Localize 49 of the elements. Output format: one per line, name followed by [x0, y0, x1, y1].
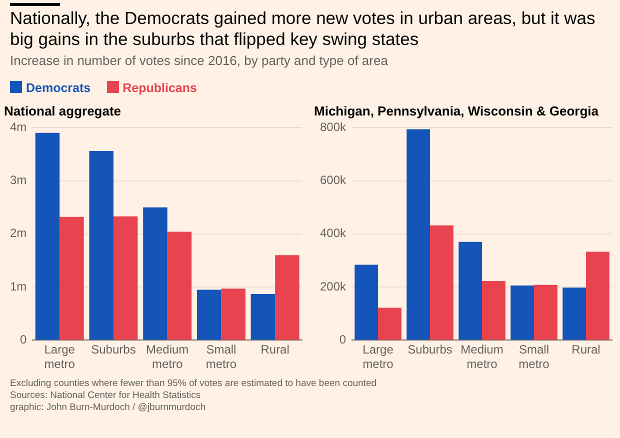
- bar: [534, 284, 558, 340]
- y-tick-label: 0: [20, 332, 27, 347]
- bar: [143, 207, 168, 340]
- y-tick-label: 1m: [10, 279, 27, 294]
- text: Increase in number of votes since 2016, by party and type of area: [10, 53, 389, 68]
- chart-title: Michigan, Pennsylvania, Wisconsin & Georgia: [314, 103, 600, 118]
- source-note: Sources: National Center for Health Statistics: [10, 390, 202, 402]
- bar: [275, 255, 300, 340]
- x-tick-label: Suburbs: [91, 342, 136, 357]
- bar: [250, 294, 276, 340]
- y-tick-label: 3m: [10, 173, 27, 188]
- bar: [430, 225, 454, 340]
- bar: [354, 264, 378, 340]
- bar: [406, 129, 430, 340]
- x-tick-label: Large metro: [44, 342, 76, 372]
- text: Nationally, the Democrats gained more new votes in urban areas, but it was big gains in the suburbs that flipped key swing states: [10, 8, 596, 50]
- x-tick-label: Medium metro: [460, 342, 504, 372]
- bar: [196, 290, 222, 340]
- bar: [221, 288, 246, 340]
- y-tick-label: 400k: [320, 226, 348, 240]
- legend-label: Democrats: [25, 81, 91, 95]
- y-tick-label: 600k: [320, 173, 348, 188]
- y-tick-label: 200k: [320, 279, 348, 294]
- chart-title: National aggregate: [4, 103, 122, 118]
- bar: [35, 132, 60, 340]
- bar: [113, 216, 138, 340]
- y-tick-label: 2m: [10, 226, 27, 240]
- y-tick-label: 800k: [320, 120, 348, 134]
- x-tick-label: Rural: [572, 342, 600, 357]
- bar: [378, 308, 402, 340]
- bar: [89, 150, 114, 340]
- bar: [586, 252, 610, 340]
- y-tick-label: 0: [339, 332, 346, 347]
- y-tick-label: 4m: [10, 120, 27, 134]
- bar: [167, 232, 192, 340]
- x-tick-label: Rural: [260, 342, 290, 357]
- text: graphic: John Burn-Murdoch / @jburnmurdoch: [10, 402, 207, 414]
- x-tick-label: Large metro: [362, 342, 394, 372]
- legend-label: Republicans: [122, 81, 197, 95]
- bar: [562, 288, 586, 340]
- x-tick-label: Small metro: [518, 342, 550, 372]
- x-tick-label: Small metro: [206, 342, 237, 372]
- bar: [60, 216, 84, 340]
- text: Excluding counties where fewer than 95% of votes are estimated to have been counted: [10, 378, 377, 390]
- bar: [458, 242, 482, 340]
- x-tick-label: Medium metro: [146, 342, 189, 372]
- x-tick-label: Suburbs: [408, 342, 452, 357]
- bar: [510, 285, 534, 340]
- bar: [482, 280, 506, 340]
